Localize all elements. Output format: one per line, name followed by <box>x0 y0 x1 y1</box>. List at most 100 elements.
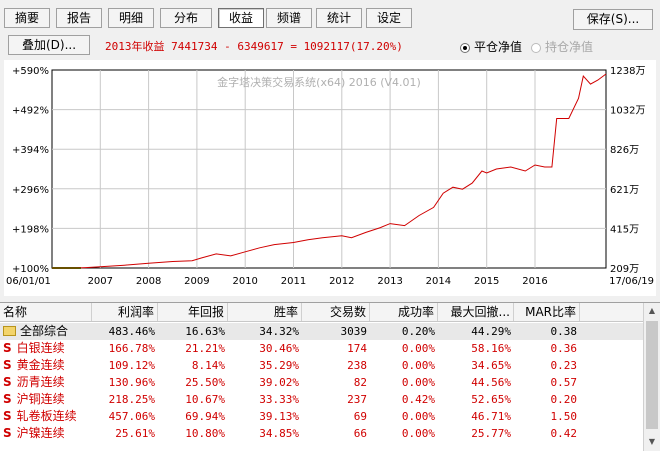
y-left-tick-label: +100% <box>12 264 49 275</box>
table-cell-success-rate: 0.00% <box>401 427 435 440</box>
col-header-win-rate[interactable]: 胜率 <box>228 303 302 321</box>
tab-summary[interactable]: 摘要 <box>4 8 50 28</box>
table-cell-annual-return: 10.67% <box>185 393 225 406</box>
table-cell-annual-return: 25.50% <box>185 376 225 389</box>
radio-position-equity[interactable]: 持仓净值 <box>531 38 593 55</box>
symbol-s-icon: S <box>3 409 12 423</box>
y-right-tick-label: 1238万 <box>610 66 645 77</box>
scroll-down-arrow-icon[interactable]: ▼ <box>648 437 656 446</box>
table-cell-mar-ratio: 0.20 <box>550 393 578 406</box>
tab-spectrum[interactable]: 频谱 <box>266 8 312 28</box>
radio-close-equity[interactable]: 平仓净值 <box>460 38 522 55</box>
table-cell-max-drawdown: 25.77% <box>471 427 511 440</box>
table-row[interactable]: S 沪镍连续 25.61% 10.80% 34.85% 66 0.00% 25.77% 0.42 <box>0 425 643 442</box>
table-cell-annual-return: 8.14% <box>191 359 225 372</box>
table-cell-trades: 238 <box>347 359 367 372</box>
table-cell-success-rate: 0.00% <box>401 376 435 389</box>
col-header-profit-rate[interactable]: 利润率 <box>92 303 158 321</box>
table-cell-win-rate: 30.46% <box>259 342 299 355</box>
table-cell-max-drawdown: 58.16% <box>471 342 511 355</box>
results-table: 名称 利润率 年回报 胜率 交易数 成功率 最大回撤... MAR比率 全部综合… <box>0 302 660 451</box>
table-cell-max-drawdown: 44.56% <box>471 376 511 389</box>
tab-statistics[interactable]: 统计 <box>316 8 362 28</box>
table-cell-max-drawdown: 44.29% <box>471 325 511 338</box>
x-tick-label: 2009 <box>184 276 209 287</box>
table-cell-trades: 3039 <box>340 325 368 338</box>
x-tick-label: 2015 <box>474 276 499 287</box>
scroll-thumb[interactable] <box>646 321 658 429</box>
table-scrollbar[interactable]: ▲ ▼ <box>643 303 660 451</box>
table-cell-win-rate: 39.13% <box>259 410 299 423</box>
col-header-max-drawdown[interactable]: 最大回撤... <box>438 303 514 321</box>
col-header-trades[interactable]: 交易数 <box>302 303 370 321</box>
y-right-tick-label: 621万 <box>610 185 639 196</box>
equity-chart: +100% 209万 +198% 415万 +296% 621万 +394% 826万 +492… <box>4 60 656 296</box>
instrument-name: 轧卷板连续 <box>16 409 77 423</box>
table-cell-win-rate: 34.32% <box>259 325 299 338</box>
table-cell-profit-rate: 457.06% <box>108 410 155 423</box>
radio-unchecked-icon <box>531 42 541 53</box>
x-tick-label: 2010 <box>232 276 257 287</box>
table-row[interactable]: 全部综合 483.46% 16.63% 34.32% 3039 0.20% 44.29% 0.… <box>0 323 643 340</box>
col-header-name[interactable]: 名称 <box>0 303 92 321</box>
table-cell-success-rate: 0.00% <box>401 342 435 355</box>
col-header-mar-ratio[interactable]: MAR比率 <box>514 303 580 321</box>
table-cell-max-drawdown: 52.65% <box>471 393 511 406</box>
table-cell-name: S 沪铜连续 <box>0 391 92 408</box>
instrument-name: 白银连续 <box>16 341 65 355</box>
scroll-up-arrow-icon[interactable]: ▲ <box>648 306 656 315</box>
tab-settings[interactable]: 设定 <box>366 8 412 28</box>
equity-chart-svg: +100% 209万 +198% 415万 +296% 621万 +394% 826万 +492… <box>6 66 654 287</box>
table-cell-success-rate: 0.00% <box>401 359 435 372</box>
table-cell-name: 全部综合 <box>0 323 92 340</box>
instrument-name: 沥青连续 <box>16 375 65 389</box>
table-row[interactable]: S 沪铜连续 218.25% 10.67% 33.33% 237 0.42% 52.65% 0.… <box>0 391 643 408</box>
table-cell-profit-rate: 130.96% <box>108 376 155 389</box>
x-end-label: 17/06/19 <box>609 276 654 287</box>
y-right-tick-label: 415万 <box>610 224 639 235</box>
table-cell-annual-return: 16.63% <box>185 325 225 338</box>
table-cell-profit-rate: 483.46% <box>108 325 155 338</box>
table-cell-win-rate: 35.29% <box>259 359 299 372</box>
radio-position-equity-label: 持仓净值 <box>545 40 594 54</box>
table-row[interactable]: S 黄金连续 109.12% 8.14% 35.29% 238 0.00% 34.65% 0.2… <box>0 357 643 374</box>
table-cell-success-rate: 0.42% <box>401 393 435 406</box>
col-header-annual-return[interactable]: 年回报 <box>158 303 228 321</box>
x-tick-label: 2007 <box>88 276 113 287</box>
table-cell-win-rate: 39.02% <box>259 376 299 389</box>
table-cell-trades: 69 <box>353 410 367 423</box>
table-cell-success-rate: 0.00% <box>401 410 435 423</box>
table-row[interactable]: S 白银连续 166.78% 21.21% 30.46% 174 0.00% 58.16% 0.… <box>0 340 643 357</box>
save-button[interactable]: 保存(S)... <box>573 9 653 30</box>
chart-watermark: 金字塔决策交易系统(x64) 2016 (V4.01) <box>217 75 421 89</box>
tab-detail[interactable]: 明细 <box>108 8 154 28</box>
table-row[interactable]: S 沥青连续 130.96% 25.50% 39.02% 82 0.00% 44.56% 0.5… <box>0 374 643 391</box>
table-cell-trades: 66 <box>353 427 367 440</box>
table-cell-annual-return: 21.21% <box>185 342 225 355</box>
folder-icon <box>3 325 16 336</box>
col-header-success-rate[interactable]: 成功率 <box>370 303 438 321</box>
y-left-tick-label: +296% <box>12 185 49 196</box>
profit-summary: 2013年收益 7441734 - 6349617 = 1092117(17.2… <box>105 40 403 53</box>
symbol-s-icon: S <box>3 426 12 440</box>
y-left-tick-label: +198% <box>12 224 49 235</box>
overlay-button[interactable]: 叠加(D)... <box>8 35 90 55</box>
table-cell-trades: 237 <box>347 393 367 406</box>
tab-profit[interactable]: 收益 <box>218 8 264 28</box>
table-row[interactable]: S 轧卷板连续 457.06% 69.94% 39.13% 69 0.00% 46.71% 1.… <box>0 408 643 425</box>
table-header: 名称 利润率 年回报 胜率 交易数 成功率 最大回撤... MAR比率 <box>0 303 643 322</box>
y-right-tick-label: 209万 <box>610 264 639 275</box>
y-left-tick-label: +394% <box>12 145 49 156</box>
table-cell-name: S 黄金连续 <box>0 357 92 374</box>
symbol-s-icon: S <box>3 358 12 372</box>
x-tick-label: 2016 <box>522 276 547 287</box>
table-cell-name: S 沥青连续 <box>0 374 92 391</box>
y-right-tick-label: 1032万 <box>610 106 645 117</box>
tab-distribution[interactable]: 分布 <box>160 8 212 28</box>
tab-report[interactable]: 报告 <box>56 8 102 28</box>
x-tick-label: 2012 <box>329 276 354 287</box>
instrument-name: 沪镍连续 <box>16 426 65 440</box>
symbol-s-icon: S <box>3 392 12 406</box>
table-cell-profit-rate: 109.12% <box>108 359 155 372</box>
x-tick-label: 2014 <box>426 276 451 287</box>
